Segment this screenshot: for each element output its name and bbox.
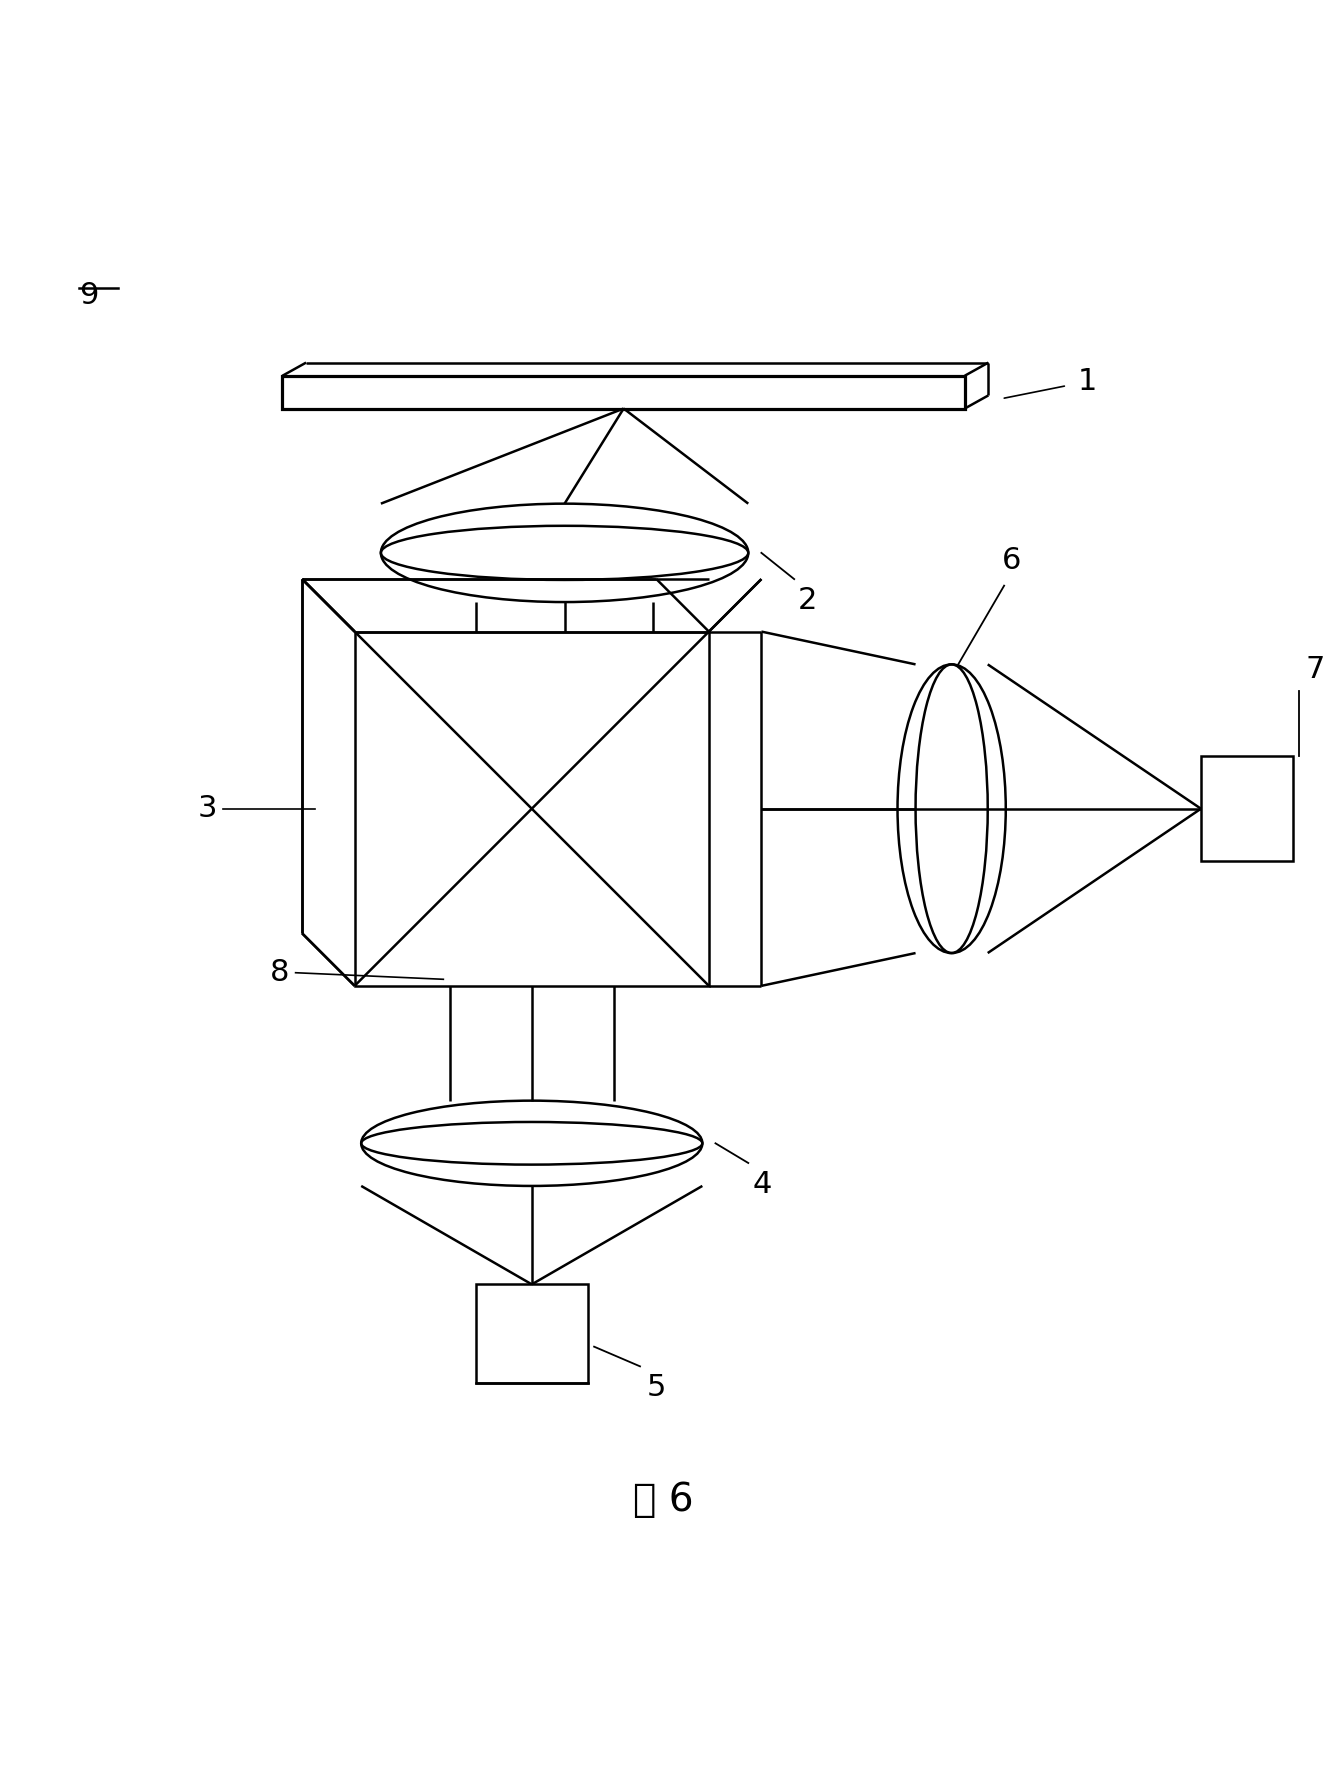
Text: 7: 7 <box>1306 654 1326 685</box>
Text: 8: 8 <box>270 958 290 987</box>
Text: 5: 5 <box>646 1373 666 1402</box>
Bar <box>283 375 965 408</box>
Bar <box>477 1284 587 1382</box>
Text: 图 6: 图 6 <box>633 1480 693 1520</box>
Text: 1: 1 <box>1077 367 1097 397</box>
Text: 3: 3 <box>198 794 216 822</box>
Text: 9: 9 <box>79 281 99 311</box>
Text: 4: 4 <box>752 1169 772 1198</box>
Text: 6: 6 <box>1001 545 1021 576</box>
Bar <box>355 631 709 985</box>
Bar <box>1202 756 1292 862</box>
Text: 2: 2 <box>798 586 817 615</box>
